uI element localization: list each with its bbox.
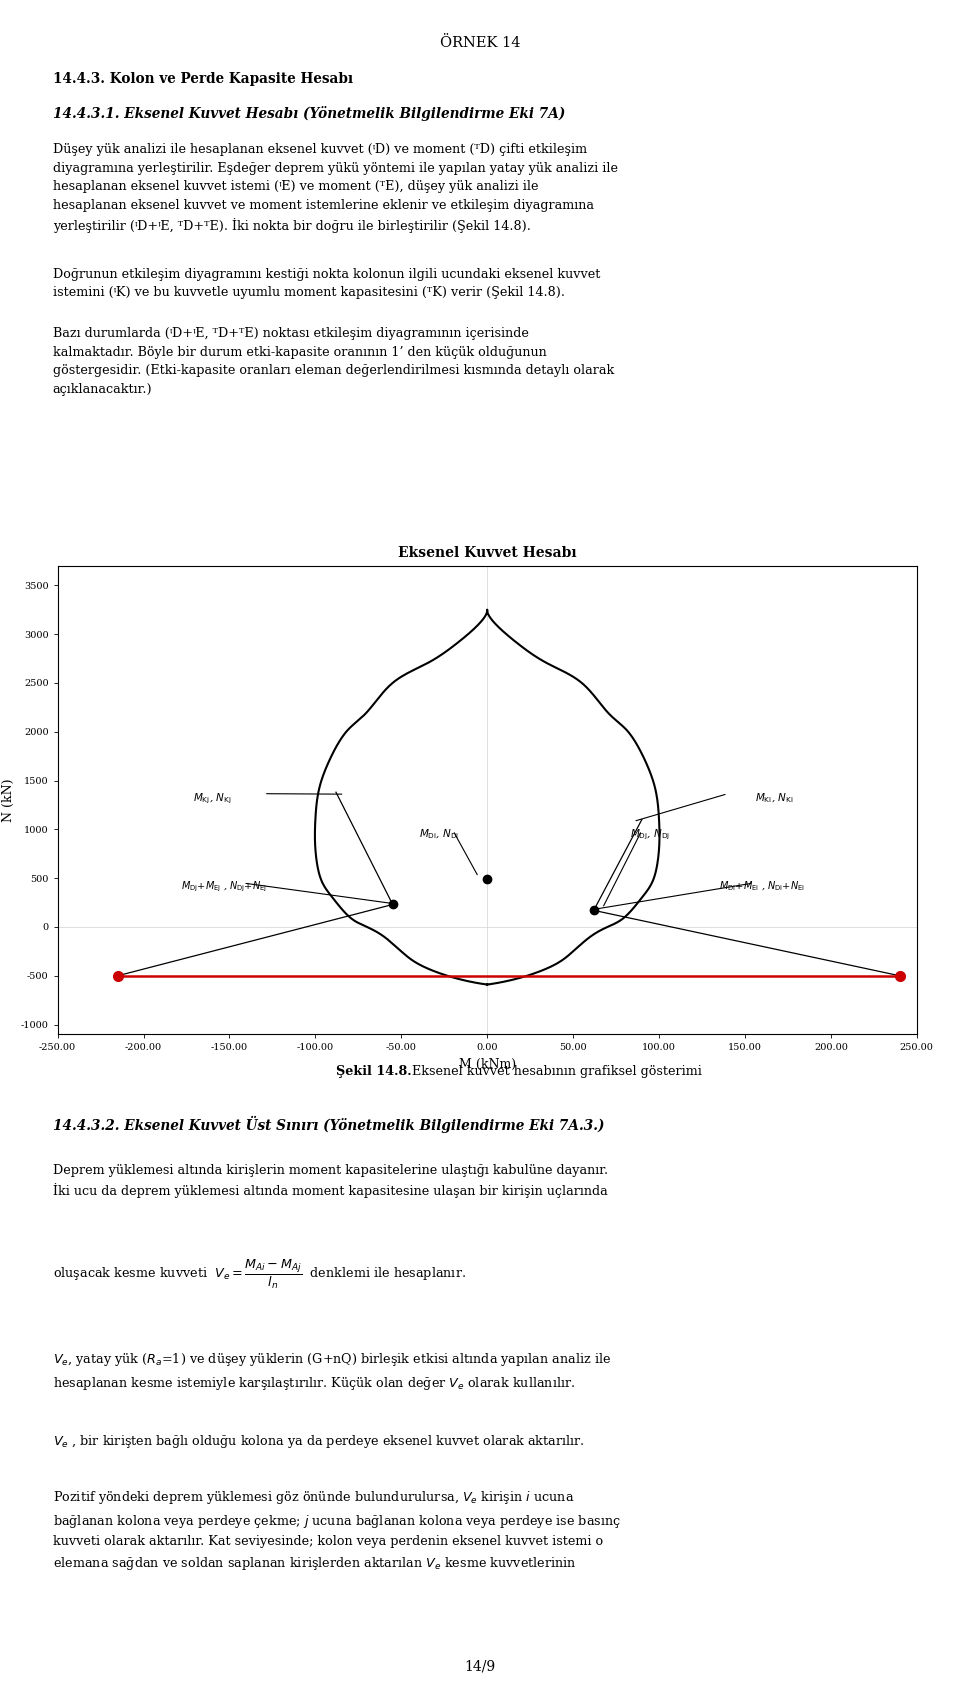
Text: Şekil 14.8.: Şekil 14.8. [336, 1065, 412, 1079]
Text: $M_{\rm Kj}$, $N_{\rm Kj}$: $M_{\rm Kj}$, $N_{\rm Kj}$ [193, 791, 231, 806]
X-axis label: M (kNm): M (kNm) [459, 1058, 516, 1070]
Text: Eksenel kuvvet hesabının grafiksel gösterimi: Eksenel kuvvet hesabının grafiksel göste… [408, 1065, 702, 1079]
Text: 14.4.3.2. Eksenel Kuvvet Üst Sınırı (Yönetmelik Bilgilendirme Eki 7A.3.): 14.4.3.2. Eksenel Kuvvet Üst Sınırı (Yön… [53, 1116, 604, 1133]
Text: Doğrunun etkileşim diyagramını kestiği nokta kolonun ilgili ucundaki eksenel kuv: Doğrunun etkileşim diyagramını kestiği n… [53, 268, 600, 298]
Text: ÖRNEK 14: ÖRNEK 14 [440, 36, 520, 49]
Text: $V_e$, yatay yük ($R_a$=1) ve düşey yüklerin (G+nQ) birleşik etkisi altında yapı: $V_e$, yatay yük ($R_a$=1) ve düşey yükl… [53, 1351, 611, 1392]
Text: 14.4.3.1. Eksenel Kuvvet Hesabı (Yönetmelik Bilgilendirme Eki 7A): 14.4.3.1. Eksenel Kuvvet Hesabı (Yönetme… [53, 106, 565, 121]
Text: $M_{\rm Dj}$, $N_{\rm Dj}$: $M_{\rm Dj}$, $N_{\rm Dj}$ [631, 828, 670, 842]
Text: $M_{\rm Dj}$+$M_{\rm Ej}$ , $N_{\rm Dj}$+$N_{\rm Ej}$: $M_{\rm Dj}$+$M_{\rm Ej}$ , $N_{\rm Dj}$… [181, 879, 268, 893]
Text: $M_{\rm Ki}$, $N_{\rm Ki}$: $M_{\rm Ki}$, $N_{\rm Ki}$ [755, 791, 793, 804]
Y-axis label: N (kN): N (kN) [2, 779, 15, 821]
Text: Deprem yüklemesi altında kirişlerin moment kapasitelerine ulaştığı kabulüne daya: Deprem yüklemesi altında kirişlerin mome… [53, 1164, 608, 1198]
Text: 14.4.3. Kolon ve Perde Kapasite Hesabı: 14.4.3. Kolon ve Perde Kapasite Hesabı [53, 72, 353, 85]
Text: Bazı durumlarda (ᵎD+ᵎE, ᵀD+ᵀE) noktası etkileşim diyagramının içerisinde
kalmakt: Bazı durumlarda (ᵎD+ᵎE, ᵀD+ᵀE) noktası e… [53, 327, 614, 395]
Text: Pozitif yöndeki deprem yüklemesi göz önünde bulundurulursa, $V_e$ kirişin $i$ uc: Pozitif yöndeki deprem yüklemesi göz önü… [53, 1489, 621, 1573]
Text: $M_{\rm Di}$+$M_{\rm Ei}$ , $N_{\rm Di}$+$N_{\rm Ei}$: $M_{\rm Di}$+$M_{\rm Ei}$ , $N_{\rm Di}$… [719, 879, 805, 893]
Title: Eksenel Kuvvet Hesabı: Eksenel Kuvvet Hesabı [397, 547, 577, 561]
Text: $M_{\rm Di}$, $N_{\rm Di}$: $M_{\rm Di}$, $N_{\rm Di}$ [419, 828, 459, 842]
Text: $V_e$ , bir kirişten bağlı olduğu kolona ya da perdeye eksenel kuvvet olarak akt: $V_e$ , bir kirişten bağlı olduğu kolona… [53, 1433, 585, 1450]
Text: 14/9: 14/9 [465, 1660, 495, 1673]
Text: oluşacak kesme kuvveti  $V_e = \dfrac{M_{Ai} - M_{Aj}}{l_n}$  denklemi ile hesap: oluşacak kesme kuvveti $V_e = \dfrac{M_{… [53, 1258, 466, 1292]
Text: Düşey yük analizi ile hesaplanan eksenel kuvvet (ᵎD) ve moment (ᵀD) çifti etkile: Düşey yük analizi ile hesaplanan eksenel… [53, 143, 618, 233]
